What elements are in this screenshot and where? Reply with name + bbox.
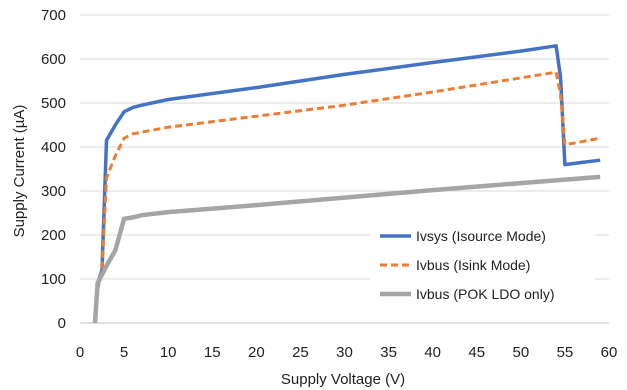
series-ivsys-line <box>93 44 601 324</box>
y-tick-label: 300 <box>41 183 66 200</box>
x-tick-label: 60 <box>601 344 618 361</box>
legend: Ivsys (Isource Mode) Ivbus (Isink Mode) … <box>370 220 595 313</box>
x-tick-label: 15 <box>204 344 221 361</box>
x-tick-label: 35 <box>380 344 397 361</box>
x-tick-label: 0 <box>76 344 84 361</box>
legend-entry-ivsys: Ivsys (Isource Mode) <box>380 228 546 244</box>
x-tick-label: 30 <box>336 344 353 361</box>
x-axis-title: Supply Voltage (V) <box>281 371 405 388</box>
y-axis-title: Supply Current (µA) <box>11 105 28 238</box>
x-tick-label: 25 <box>292 344 309 361</box>
y-tick-label: 700 <box>41 7 66 24</box>
series-ivbus-pok-line <box>92 174 601 324</box>
x-tick-label: 40 <box>424 344 441 361</box>
y-tick-label: 500 <box>41 95 66 112</box>
series-ivbus-isink-line <box>93 70 601 324</box>
x-tick-label: 20 <box>248 344 265 361</box>
x-tick-label: 50 <box>512 344 529 361</box>
legend-label-ivsys: Ivsys (Isource Mode) <box>416 228 546 244</box>
gridlines <box>80 14 609 280</box>
y-tick-label: 100 <box>41 271 66 288</box>
x-tick-label: 45 <box>468 344 485 361</box>
x-tick-label: 5 <box>120 344 128 361</box>
legend-label-ivbus-isink: Ivbus (Isink Mode) <box>416 257 530 273</box>
x-tick-label: 10 <box>160 344 177 361</box>
series-lines <box>92 44 601 324</box>
y-tick-label: 600 <box>41 51 66 68</box>
y-tick-label: 400 <box>41 139 66 156</box>
legend-entry-ivbus-isink: Ivbus (Isink Mode) <box>380 257 530 273</box>
y-tick-label: 0 <box>58 315 66 332</box>
y-tick-label: 200 <box>41 227 66 244</box>
x-tick-label: 55 <box>557 344 574 361</box>
legend-entry-ivbus-pok: Ivbus (POK LDO only) <box>380 286 555 302</box>
x-tick-labels: 0 5 10 15 20 25 30 35 40 45 50 55 60 <box>76 344 618 361</box>
y-tick-labels: 0 100 200 300 400 500 600 700 <box>41 7 66 332</box>
legend-label-ivbus-pok: Ivbus (POK LDO only) <box>416 286 555 302</box>
